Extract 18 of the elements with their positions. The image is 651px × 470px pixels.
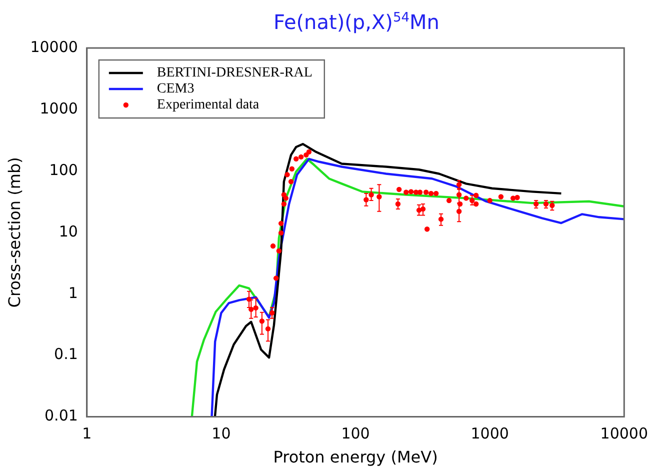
legend-label: BERTINI-DRESNER-RAL [156,66,312,81]
y-tick-label: 1000 [40,99,78,118]
legend-label: CEM3 [156,82,194,97]
x-tick-label: 10000 [600,424,648,443]
y-axis-title: Cross-section (mb) [4,157,24,308]
chart-title: Fe(nat)(p,X)$^{54}$Mn [272,10,440,34]
y-tick-label: 0.1 [54,345,78,364]
x-tick-label: 10 [212,424,231,443]
y-tick-label: 1 [68,284,78,302]
x-tick-label: 1000 [470,424,509,443]
x-tick-label: 100 [341,424,370,443]
x-axis-title: Proton energy (MeV) [273,448,438,467]
y-tick-label: 0.01 [44,406,78,425]
y-tick-label: 10 [58,222,78,240]
x-tick-label: 1 [82,424,92,443]
legend-label: Experimental data [156,98,260,113]
y-tick-label: 100 [49,160,78,179]
y-tick-label: 10000 [30,38,78,56]
